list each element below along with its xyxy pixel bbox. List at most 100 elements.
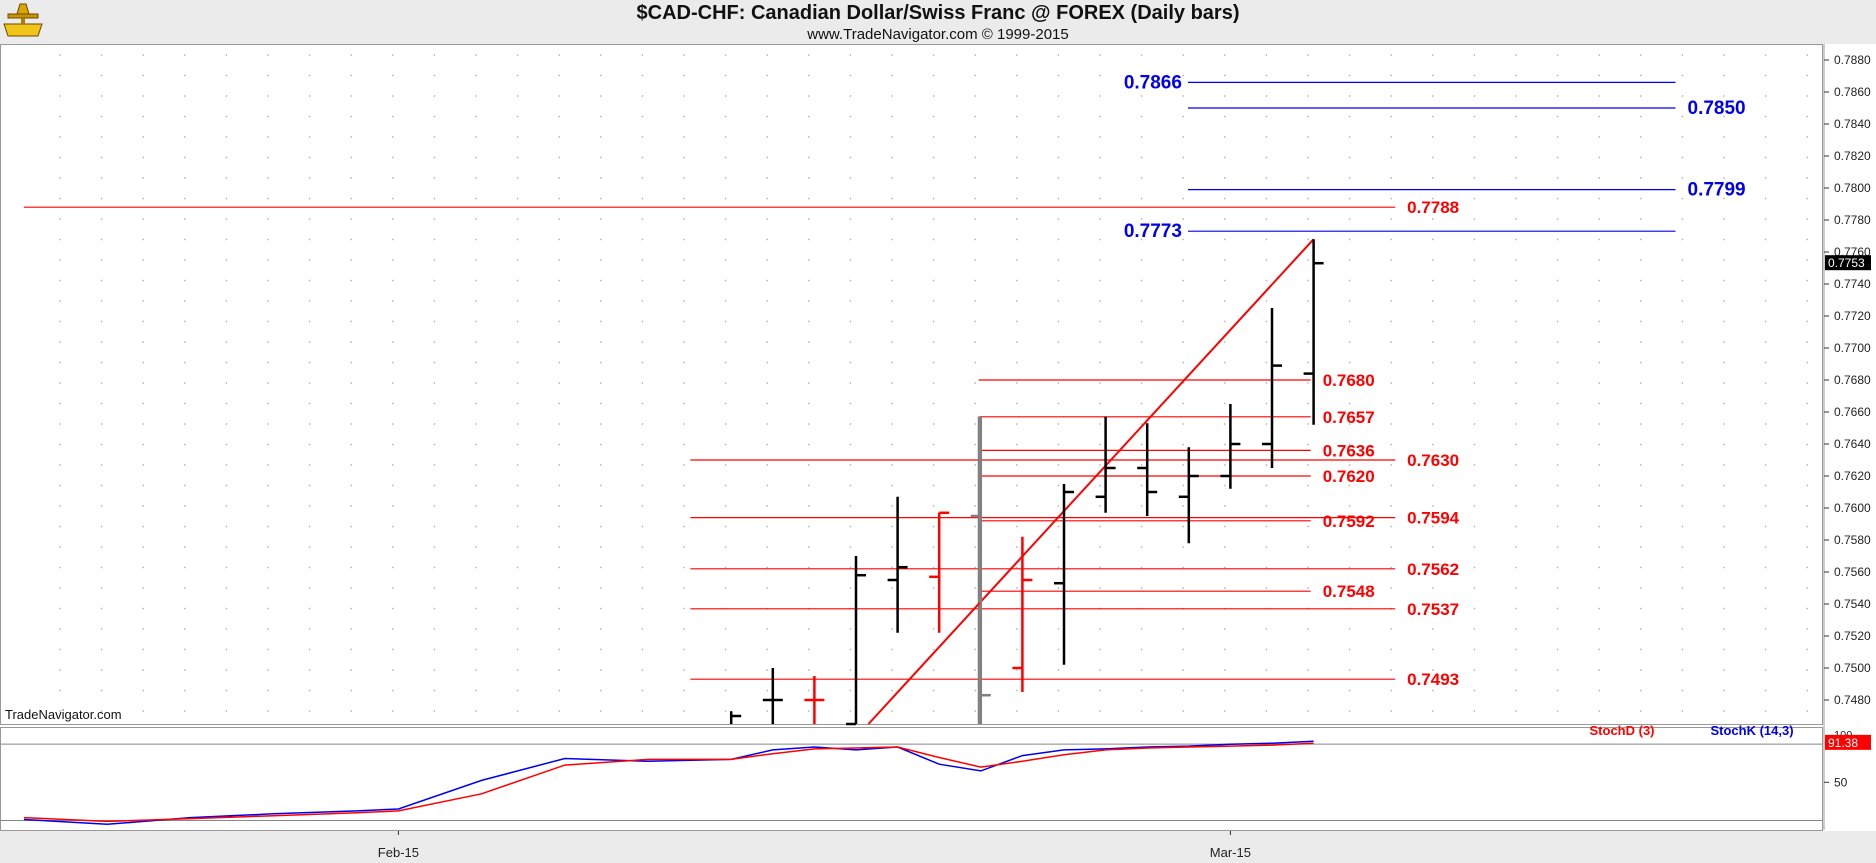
grid-dot — [974, 156, 977, 159]
grid-dot — [1681, 238, 1684, 241]
grid-dot — [1182, 484, 1185, 487]
grid-dot — [599, 382, 602, 384]
grid-dot — [891, 546, 893, 548]
grid-dot — [1639, 54, 1642, 56]
grid-dot — [59, 320, 61, 323]
grid-dot — [142, 607, 145, 610]
grid-dot — [1265, 115, 1268, 118]
grid-dot — [1015, 525, 1018, 528]
grid-dot — [1265, 156, 1268, 159]
grid-dot — [1348, 54, 1351, 56]
grid-dot — [724, 546, 727, 548]
grid-dot — [516, 587, 519, 589]
grid-dot — [516, 259, 519, 261]
grid-dot — [1598, 669, 1601, 671]
grid-dot — [267, 689, 269, 692]
grid-dot — [558, 156, 561, 159]
grid-dot — [1390, 402, 1393, 405]
grid-dot — [267, 628, 269, 630]
grid-dot — [766, 177, 769, 179]
grid-dot — [599, 156, 602, 159]
grid-dot — [225, 177, 228, 179]
grid-dot — [1099, 443, 1101, 446]
grid-dot — [807, 177, 810, 179]
grid-dot — [433, 566, 436, 569]
grid-dot — [1598, 238, 1601, 241]
grid-dot — [1348, 443, 1351, 446]
grid-dot — [807, 156, 810, 159]
grid-dot — [974, 218, 977, 220]
grid-dot — [1057, 341, 1060, 343]
grid-dot — [1223, 197, 1226, 200]
grid-dot — [1764, 259, 1767, 261]
grid-dot — [807, 443, 810, 446]
grid-dot — [1764, 402, 1767, 405]
grid-dot — [1099, 95, 1101, 97]
grid-dot — [1390, 238, 1393, 241]
grid-dot — [807, 238, 810, 241]
grid-dot — [974, 54, 977, 56]
grid-dot — [350, 628, 353, 630]
grid-dot — [891, 74, 893, 77]
grid-dot — [891, 300, 893, 302]
ohlc-bar-day-27 — [1137, 423, 1158, 516]
grid-dot — [1723, 464, 1725, 466]
grid-dot — [1764, 484, 1767, 487]
grid-dot — [1806, 546, 1809, 548]
grid-dot — [308, 136, 311, 138]
grid-dot — [183, 546, 186, 548]
grid-dot — [308, 443, 311, 446]
grid-dot — [1015, 156, 1018, 159]
grid-dot — [1639, 402, 1642, 405]
grid-dot — [1348, 218, 1351, 220]
grid-dot — [475, 279, 477, 282]
grid-dot — [599, 402, 602, 405]
grid-dot — [267, 443, 269, 446]
grid-dot — [849, 546, 852, 548]
grid-dot — [558, 115, 561, 118]
grid-dot — [766, 566, 769, 569]
grid-dot — [1556, 279, 1559, 282]
grid-dot — [891, 177, 893, 179]
grid-dot — [1598, 156, 1601, 159]
grid-dot — [391, 218, 394, 220]
grid-dot — [1598, 197, 1601, 200]
grid-dot — [183, 505, 186, 507]
grid-dot — [974, 238, 977, 241]
grid-dot — [932, 423, 935, 425]
grid-dot — [766, 95, 769, 97]
grid-dot — [1431, 464, 1434, 466]
grid-dot — [1598, 648, 1601, 651]
grid-dot — [1348, 525, 1351, 528]
grid-dot — [391, 587, 394, 589]
grid-dot — [1431, 197, 1434, 200]
grid-dot — [807, 484, 810, 487]
grid-dot — [267, 566, 269, 569]
grid-dot — [1515, 238, 1517, 241]
grid-dot — [1681, 464, 1684, 466]
grid-dot — [766, 402, 769, 405]
grid-dot — [1057, 566, 1060, 569]
grid-dot — [1182, 628, 1185, 630]
grid-dot — [1639, 710, 1642, 712]
grid-dot — [1515, 566, 1517, 569]
grid-dot — [932, 197, 935, 200]
grid-dot — [308, 587, 311, 589]
grid-dot — [891, 382, 893, 384]
grid-dot — [516, 689, 519, 692]
grid-dot — [1015, 484, 1018, 487]
grid-dot — [433, 74, 436, 77]
grid-dot — [1223, 238, 1226, 241]
grid-dot — [1265, 710, 1268, 712]
grid-dot — [1723, 710, 1725, 712]
grid-dot — [891, 587, 893, 589]
grid-dot — [1140, 238, 1143, 241]
grid-dot — [641, 464, 644, 466]
grid-dot — [1681, 423, 1684, 425]
price-tick-label: 0.7540 — [1834, 597, 1871, 611]
grid-dot — [1515, 320, 1517, 323]
grid-dot — [1639, 177, 1642, 179]
ohlc-bar-day-28 — [1178, 447, 1199, 544]
grid-dot — [475, 443, 477, 446]
grid-dot — [267, 607, 269, 610]
